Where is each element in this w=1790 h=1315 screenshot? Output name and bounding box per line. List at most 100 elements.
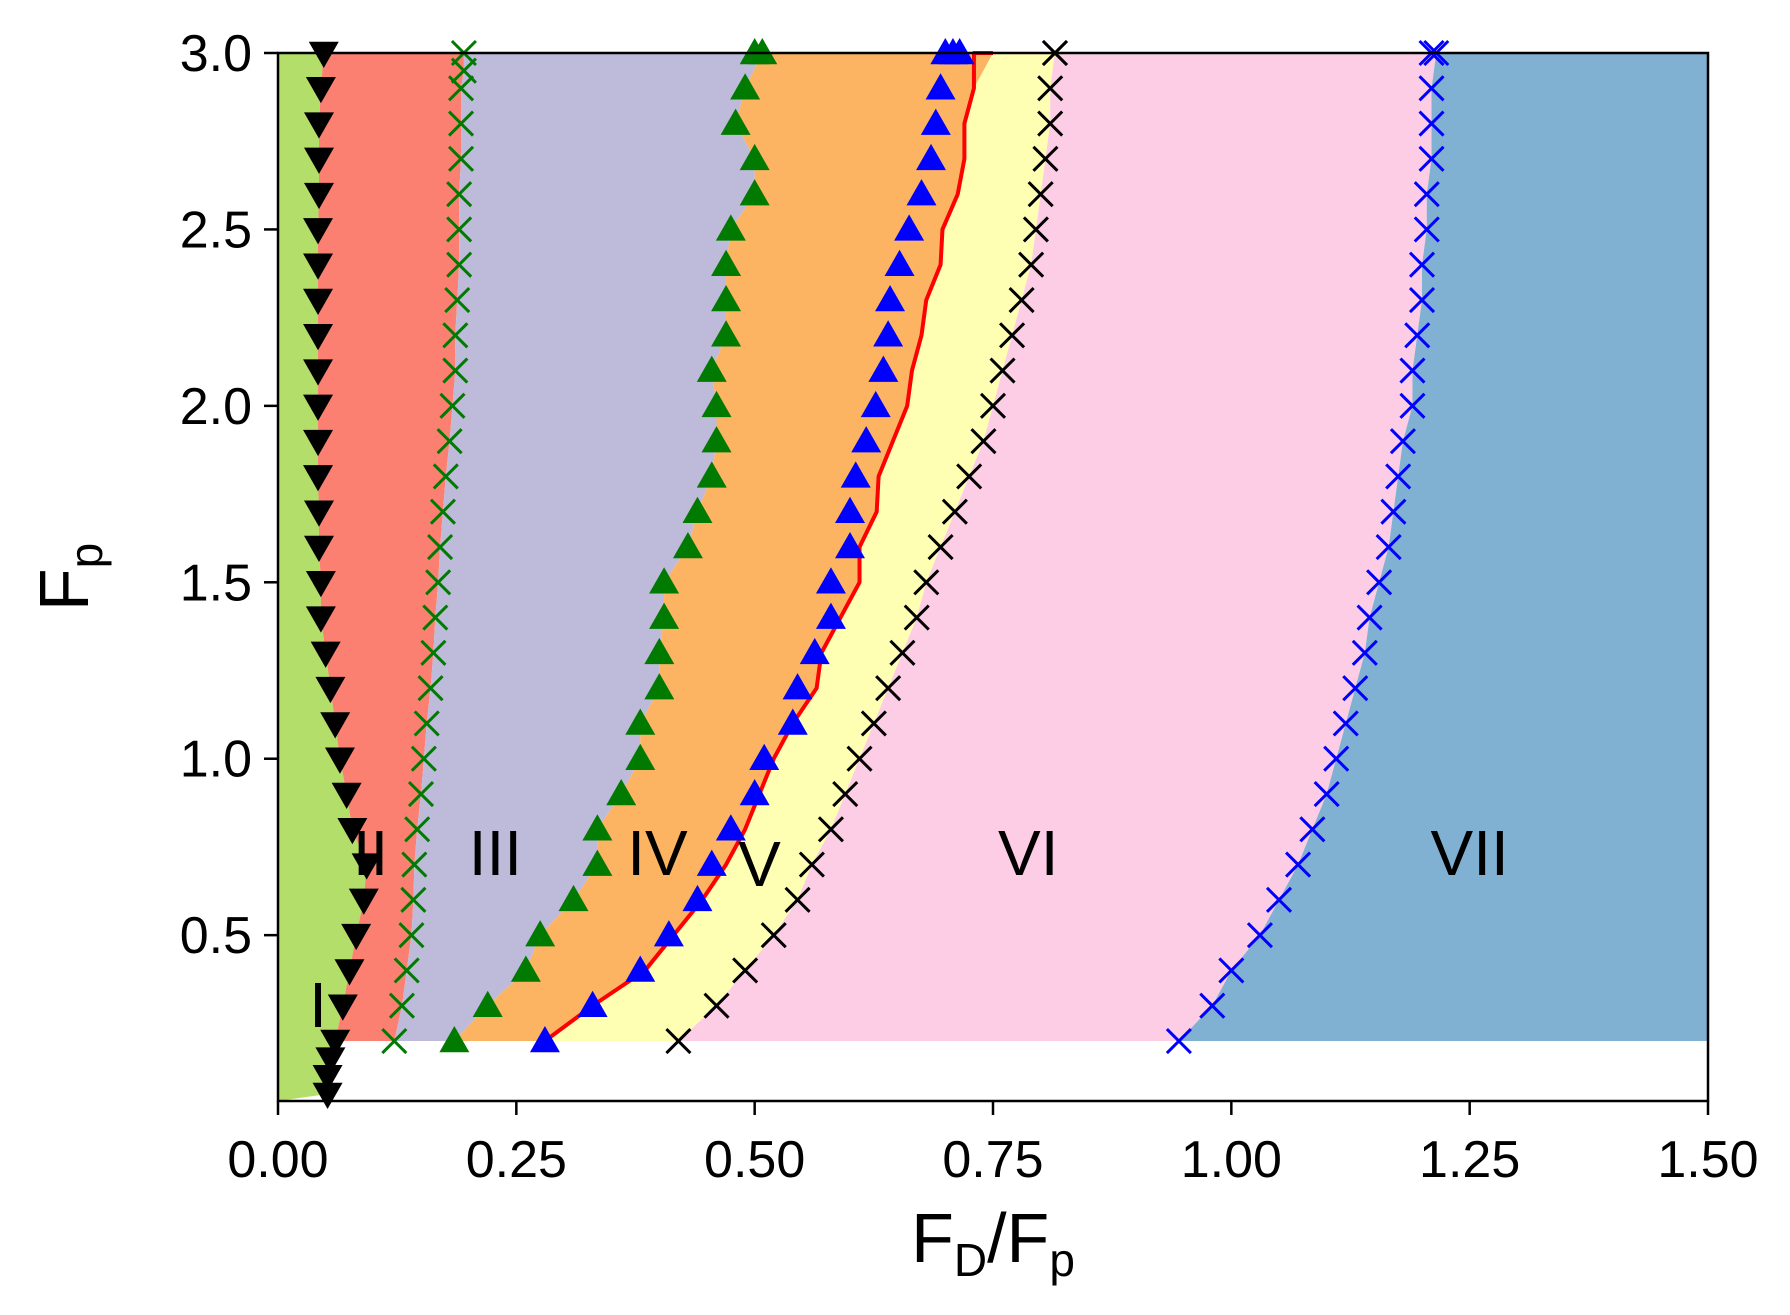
marker-s2-17 [701,426,732,453]
region-VI-fill [678,53,1437,1042]
marker-s6-24 [1413,181,1440,208]
x-tick-label-4: 1.00 [1181,1131,1282,1189]
marker-s2-13 [649,567,680,594]
marker-s3-18 [860,390,891,418]
marker-s3-19 [868,355,899,382]
marker-s5-10 [875,675,902,702]
marker-s5-23 [1022,216,1049,243]
marker-s0-29 [303,112,334,139]
marker-s0-24 [303,288,334,316]
region-label-VI: VI [998,817,1058,889]
marker-s2-29 [747,38,778,65]
marker-s2-3 [525,920,556,947]
marker-s2-6 [582,814,613,841]
marker-s5-19 [989,357,1016,384]
marker-s3-11 [799,637,830,665]
marker-s1-11 [420,639,447,666]
y-axis-title-main: F [25,568,103,611]
marker-s1-3 [398,922,425,949]
marker-s0-27 [303,182,334,210]
marker-s1-17 [436,428,463,455]
marker-s1-0 [381,1027,408,1055]
marker-s1-5 [401,851,428,878]
x-axis-title-main: F [911,1199,954,1277]
marker-s0-15 [305,606,336,633]
marker-s1-10 [417,675,444,702]
marker-s2-20 [711,320,742,347]
marker-s1-8 [410,745,437,772]
marker-s3-24 [906,179,937,206]
marker-s2-18 [701,390,732,418]
marker-s2-0 [439,1026,470,1053]
marker-s3-12 [815,602,846,629]
marker-s3-23 [894,214,925,241]
marker-s3-9 [777,708,808,735]
marker-s0-26 [303,218,334,245]
marker-s2-11 [644,637,675,665]
marker-s1-23 [446,216,473,243]
phase-regions [278,53,1708,1101]
marker-s6-2 [1218,957,1245,984]
ticks: 0.00 0.25 0.50 0.75 1.00 1.25 1.50 0.5 1.0 1.5 2.0… [180,25,1759,1189]
marker-s0-13 [315,676,346,704]
marker-s5-14 [927,533,954,561]
marker-s1-12 [422,604,449,631]
marker-s2-12 [649,602,680,629]
marker-s6-23 [1413,216,1440,243]
boundary-lines [543,51,993,1043]
marker-s2-8 [625,743,656,770]
marker-s2-19 [696,355,727,382]
y-tick-label-0: 0.5 [180,907,252,965]
marker-s6-6 [1299,816,1326,843]
marker-s5-0 [665,1027,692,1055]
marker-s3-20 [873,320,904,347]
marker-s5-6 [817,816,844,843]
marker-s3-3 [653,920,684,947]
marker-s5-5 [798,851,825,878]
marker-s6-5 [1285,851,1312,878]
marker-s0-20 [303,429,334,457]
marker-s6-21 [1408,286,1436,314]
marker-s2-10 [644,673,675,700]
marker-s3-22 [884,249,915,276]
marker-s0-21 [303,394,334,421]
region-III-fill [394,53,763,1042]
marker-s0-25 [303,253,334,280]
marker-s6-13 [1366,569,1393,596]
marker-s1-29 [450,57,477,84]
marker-s0-14 [310,641,341,668]
marker-s5-20 [999,322,1026,349]
marker-s3-0 [529,1026,560,1053]
region-VII-fill [1178,53,1708,1042]
marker-s2-15 [682,496,713,523]
y-tick-label-3: 2.0 [180,378,252,436]
marker-s5-8 [846,745,873,772]
marker-s6-1 [1199,992,1226,1019]
marker-s0-5 [334,959,365,986]
y-tick-label-5: 3.0 [180,25,252,83]
marker-s5-4 [784,886,811,913]
marker-s1-9 [413,710,440,737]
marker-s1-2 [393,957,420,984]
marker-s1-7 [407,780,435,808]
x-axis-title-sub-p: p [1049,1234,1075,1286]
marker-s3-8 [749,743,780,770]
marker-s6-16 [1385,463,1412,490]
marker-s3-6 [715,814,746,841]
marker-s0-12 [320,712,351,739]
marker-s2-24 [739,179,770,206]
marker-s6-7 [1313,780,1340,808]
x-tick-label-5: 1.25 [1419,1131,1520,1189]
x-tick-label-2: 0.50 [704,1131,805,1189]
marker-s0-28 [303,147,334,174]
marker-s3-1 [577,990,608,1017]
x-axis-title-sub-d: D [954,1234,987,1286]
marker-s3-13 [815,567,846,594]
region-labels: III III IV V VI VII [309,817,1509,1041]
marker-s3-15 [835,496,865,523]
marker-s0-30 [305,77,336,104]
region-label-II: II [353,817,389,889]
marker-s6-17 [1389,428,1416,455]
y-axis-title-sub: p [60,543,112,569]
marker-s3-26 [920,108,951,135]
